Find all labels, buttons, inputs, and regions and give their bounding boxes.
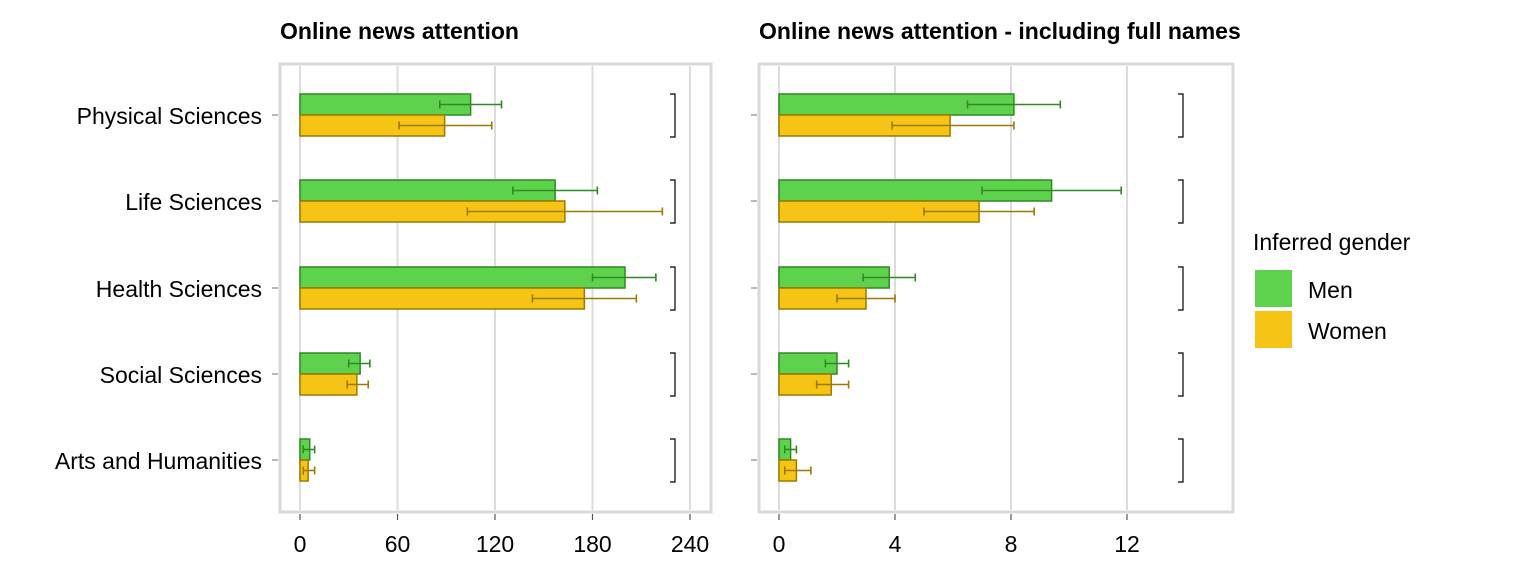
x-tick-label: 8 — [1005, 531, 1018, 557]
category-label: Health Sciences — [96, 276, 262, 302]
x-tick-label: 12 — [1114, 531, 1140, 557]
x-tick-label: 0 — [773, 531, 786, 557]
category-label: Physical Sciences — [77, 103, 262, 129]
x-tick-label: 120 — [476, 531, 514, 557]
legend-title: Inferred gender — [1253, 229, 1411, 255]
comparison-bracket — [670, 352, 676, 397]
x-tick-label: 0 — [294, 531, 307, 557]
comparison-bracket — [670, 179, 676, 224]
panel-border — [278, 62, 713, 514]
chart-panel: Online news attention - including full n… — [751, 18, 1241, 557]
category-axis: Physical Sciences Life Sciences Health Sci… — [55, 103, 262, 474]
comparison-bracket — [670, 438, 676, 483]
panel-title: Online news attention — [280, 18, 519, 44]
legend-swatch-women — [1255, 311, 1292, 348]
x-tick-label: 60 — [385, 531, 411, 557]
legend-swatch-men — [1255, 270, 1292, 307]
panel-title: Online news attention - including full n… — [759, 18, 1241, 44]
bar-men — [299, 266, 626, 289]
comparison-bracket — [670, 266, 676, 311]
legend-label-women: Women — [1308, 318, 1387, 344]
chart-panel: Online news attention 0 60 120 180 240 — [272, 18, 713, 557]
comparison-bracket — [1178, 438, 1184, 483]
category-label: Arts and Humanities — [55, 448, 262, 474]
comparison-bracket — [1178, 266, 1184, 311]
x-tick-label: 240 — [671, 531, 709, 557]
panel-border — [757, 62, 1235, 514]
category-label: Social Sciences — [100, 362, 262, 388]
x-tick-label: 180 — [573, 531, 611, 557]
comparison-bracket — [670, 93, 676, 138]
comparison-bracket — [1178, 93, 1184, 138]
comparison-bracket — [1178, 352, 1184, 397]
category-label: Life Sciences — [125, 189, 262, 215]
legend-label-men: Men — [1308, 277, 1353, 303]
x-tick-label: 4 — [889, 531, 902, 557]
legend: Inferred gender Men Women — [1253, 229, 1411, 348]
comparison-bracket — [1178, 179, 1184, 224]
